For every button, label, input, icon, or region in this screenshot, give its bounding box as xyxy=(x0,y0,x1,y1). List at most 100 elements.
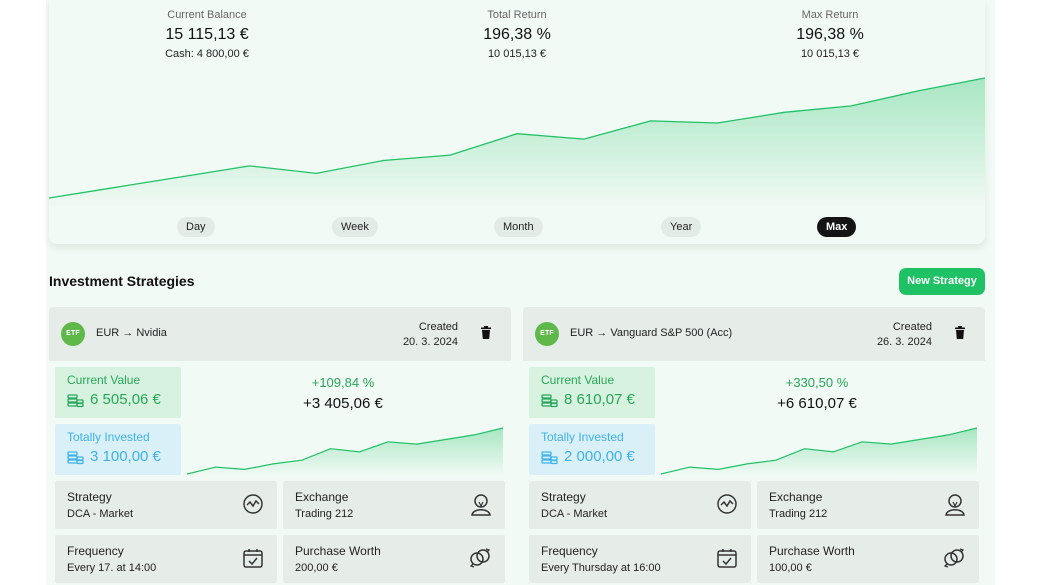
mini-chart-area xyxy=(661,428,977,476)
created-date: 26. 3. 2024 xyxy=(876,336,932,348)
coins-icon xyxy=(541,450,558,464)
current-value-amount: 8 610,07 € xyxy=(564,391,635,408)
purchase-worth-value: 100,00 € xyxy=(769,562,812,574)
exchange-value: Trading 212 xyxy=(769,508,828,520)
frequency-value: Every 17. at 14:00 xyxy=(67,562,157,574)
mini-chart-area xyxy=(187,428,503,476)
current-value: 8 610,07 € xyxy=(541,389,643,411)
total-return-value: 196,38 % xyxy=(483,26,551,43)
strategy-label: Strategy xyxy=(541,490,586,504)
created-label: Created xyxy=(418,321,458,333)
new-strategy-button[interactable]: New Strategy xyxy=(899,268,985,295)
mini-chart-line xyxy=(661,427,977,475)
totally-invested-amount: 2 000,00 € xyxy=(564,448,635,465)
exchange-tile[interactable]: Exchange Trading 212 xyxy=(283,481,505,529)
strategy-cycle-icon xyxy=(717,494,737,514)
purchase-worth-label: Purchase Worth xyxy=(295,544,381,558)
current-value-amount: 6 505,06 € xyxy=(90,391,161,408)
total-return-label: Total Return xyxy=(487,9,547,21)
created-date: 20. 3. 2024 xyxy=(402,336,458,348)
trash-icon[interactable] xyxy=(955,326,965,339)
current-value-label: Current Value xyxy=(541,373,615,387)
created-info: Created 20. 3. 2024 xyxy=(403,320,458,350)
exchange-value: Trading 212 xyxy=(295,508,354,520)
totally-invested: 2 000,00 € xyxy=(541,446,643,468)
balance-card: Current Balance 15 115,13 € Cash: 4 800,… xyxy=(49,0,985,244)
strategy-label: Strategy xyxy=(67,490,112,504)
purchase-worth-value: 200,00 € xyxy=(295,562,338,574)
calendar-check-icon xyxy=(717,549,737,568)
totally-invested-label: Totally Invested xyxy=(67,430,150,444)
strategy-mini-chart xyxy=(661,427,977,476)
exchange-user-icon xyxy=(945,494,965,516)
balance-chart xyxy=(49,77,985,210)
totally-invested: 3 100,00 € xyxy=(67,446,169,468)
coins-icon xyxy=(67,393,84,407)
return-amount: +3 405,06 € xyxy=(303,395,383,412)
range-year-button[interactable]: Year xyxy=(661,217,702,237)
dashboard: Current Balance 15 115,13 € Cash: 4 800,… xyxy=(46,0,995,585)
range-month-button[interactable]: Month xyxy=(494,217,543,237)
frequency-tile[interactable]: Frequency Every 17. at 14:00 xyxy=(55,535,277,583)
current-balance-value: 15 115,13 € xyxy=(165,26,249,43)
max-return-stat: Max Return 196,38 % 10 015,13 € xyxy=(730,8,930,61)
purchase-worth-tile[interactable]: Purchase Worth 100,00 € xyxy=(757,535,979,583)
coins-cycle-icon xyxy=(469,548,491,568)
strategy-value: DCA - Market xyxy=(541,508,608,520)
range-day-button[interactable]: Day xyxy=(177,217,215,237)
frequency-value: Every Thursday at 16:00 xyxy=(541,562,661,574)
exchange-label: Exchange xyxy=(295,490,349,504)
strategy-pair: EUR → Nvidia xyxy=(96,327,167,339)
purchase-worth-tile[interactable]: Purchase Worth 200,00 € xyxy=(283,535,505,583)
totally-invested-label: Totally Invested xyxy=(541,430,624,444)
strategy-card-header: ETF EUR → Vanguard S&P 500 (Acc) Created… xyxy=(523,307,985,361)
created-label: Created xyxy=(892,321,932,333)
coins-icon xyxy=(541,393,558,407)
range-max-button[interactable]: Max xyxy=(817,217,857,237)
exchange-user-icon xyxy=(471,494,491,516)
return-percent: +109,84 % xyxy=(311,375,375,390)
strategy-pair: EUR → Vanguard S&P 500 (Acc) xyxy=(570,327,733,339)
mini-chart-line xyxy=(187,427,503,475)
strategy-card[interactable]: ETF EUR → Nvidia Created 20. 3. 2024 Cur… xyxy=(49,307,511,585)
strategy-card[interactable]: ETF EUR → Vanguard S&P 500 (Acc) Created… xyxy=(523,307,985,585)
created-info: Created 26. 3. 2024 xyxy=(877,320,932,350)
strategy-type-tile[interactable]: Strategy DCA - Market xyxy=(529,481,751,529)
max-return-amount: 10 015,13 € xyxy=(800,48,860,60)
frequency-label: Frequency xyxy=(67,544,124,558)
current-value-box: Current Value 8 610,07 € xyxy=(529,367,655,418)
cash-value: Cash: 4 800,00 € xyxy=(165,48,249,60)
totally-invested-box: Totally Invested 3 100,00 € xyxy=(55,424,181,475)
coins-cycle-icon xyxy=(943,548,965,568)
current-balance-stat: Current Balance 15 115,13 € Cash: 4 800,… xyxy=(107,8,307,61)
exchange-label: Exchange xyxy=(769,490,823,504)
strategy-type-tile[interactable]: Strategy DCA - Market xyxy=(55,481,277,529)
current-value: 6 505,06 € xyxy=(67,389,169,411)
return-amount: +6 610,07 € xyxy=(777,395,857,412)
etf-icon: ETF xyxy=(535,322,559,346)
balance-chart-area xyxy=(49,78,985,210)
totally-invested-box: Totally Invested 2 000,00 € xyxy=(529,424,655,475)
total-return-stat: Total Return 196,38 % 10 015,13 € xyxy=(417,8,617,61)
frequency-tile[interactable]: Frequency Every Thursday at 16:00 xyxy=(529,535,751,583)
section-title: Investment Strategies xyxy=(49,273,195,289)
strategy-mini-chart xyxy=(187,427,503,476)
strategy-card-header: ETF EUR → Nvidia Created 20. 3. 2024 xyxy=(49,307,511,361)
exchange-tile[interactable]: Exchange Trading 212 xyxy=(757,481,979,529)
coins-icon xyxy=(67,450,84,464)
current-value-label: Current Value xyxy=(67,373,141,387)
max-return-value: 196,38 % xyxy=(796,26,864,43)
purchase-worth-label: Purchase Worth xyxy=(769,544,855,558)
trash-icon[interactable] xyxy=(481,326,491,339)
max-return-label: Max Return xyxy=(801,9,859,21)
range-week-button[interactable]: Week xyxy=(332,217,378,237)
strategy-value: DCA - Market xyxy=(67,508,134,520)
totally-invested-amount: 3 100,00 € xyxy=(90,448,161,465)
balance-chart-line xyxy=(49,77,985,199)
calendar-check-icon xyxy=(243,549,263,568)
frequency-label: Frequency xyxy=(541,544,598,558)
total-return-amount: 10 015,13 € xyxy=(487,48,547,60)
return-percent: +330,50 % xyxy=(785,375,849,390)
etf-icon: ETF xyxy=(61,322,85,346)
current-value-box: Current Value 6 505,06 € xyxy=(55,367,181,418)
